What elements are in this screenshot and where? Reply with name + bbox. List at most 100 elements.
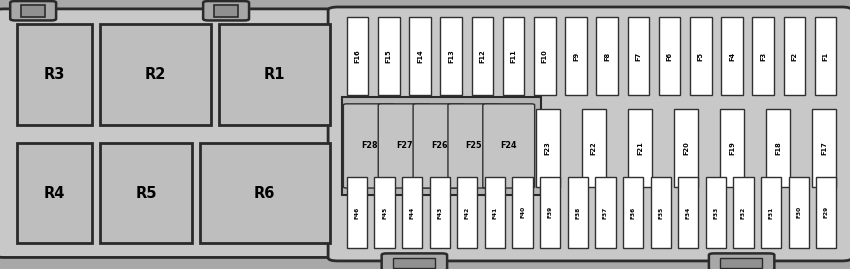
Bar	[484, 177, 505, 248]
Text: F5: F5	[698, 52, 704, 61]
Text: F6: F6	[666, 52, 672, 61]
Bar	[513, 177, 533, 248]
Text: F46: F46	[354, 206, 360, 218]
Text: R3: R3	[43, 67, 65, 82]
Text: F43: F43	[437, 206, 442, 218]
Text: F31: F31	[768, 206, 774, 218]
Text: F12: F12	[479, 49, 485, 63]
Bar	[627, 109, 652, 187]
Bar	[673, 109, 698, 187]
Text: F29: F29	[824, 206, 829, 218]
Bar	[678, 177, 699, 248]
Bar	[402, 177, 422, 248]
Text: F30: F30	[796, 206, 802, 218]
Bar	[17, 143, 92, 243]
Text: F11: F11	[511, 49, 517, 63]
Text: F14: F14	[417, 49, 423, 63]
Text: F34: F34	[686, 206, 691, 218]
Bar	[659, 17, 680, 95]
Text: F39: F39	[547, 206, 552, 218]
Bar	[789, 177, 809, 248]
FancyBboxPatch shape	[378, 104, 430, 188]
Text: F28: F28	[361, 141, 377, 150]
FancyBboxPatch shape	[382, 253, 447, 269]
Bar	[721, 17, 743, 95]
Bar	[650, 177, 671, 248]
Bar	[720, 258, 762, 268]
Bar	[440, 17, 462, 95]
Text: F4: F4	[729, 52, 735, 61]
Bar	[347, 177, 367, 248]
Text: F8: F8	[604, 52, 610, 61]
Text: F2: F2	[791, 52, 797, 61]
Text: F44: F44	[410, 206, 415, 218]
Text: F36: F36	[631, 206, 636, 218]
Bar	[214, 5, 238, 17]
Text: R2: R2	[144, 67, 167, 82]
Text: F17: F17	[821, 141, 827, 155]
Text: F20: F20	[683, 141, 689, 155]
Text: F24: F24	[501, 141, 517, 150]
FancyBboxPatch shape	[328, 7, 850, 261]
Bar	[17, 24, 92, 125]
Bar	[409, 17, 431, 95]
Bar	[784, 17, 805, 95]
Bar	[21, 5, 45, 17]
Text: F33: F33	[713, 206, 718, 218]
Text: R5: R5	[135, 186, 157, 200]
Bar	[734, 177, 754, 248]
FancyBboxPatch shape	[203, 1, 249, 20]
Bar	[536, 109, 560, 187]
Bar	[766, 109, 790, 187]
Bar	[534, 17, 556, 95]
Bar	[706, 177, 726, 248]
Bar	[812, 109, 836, 187]
FancyBboxPatch shape	[709, 253, 774, 269]
FancyBboxPatch shape	[413, 104, 465, 188]
Bar	[347, 17, 368, 95]
Bar	[393, 258, 435, 268]
Text: F37: F37	[603, 206, 608, 218]
Text: F22: F22	[591, 141, 597, 155]
Text: F42: F42	[465, 206, 470, 218]
Text: F45: F45	[382, 206, 387, 218]
Text: F25: F25	[466, 141, 482, 150]
Text: F35: F35	[658, 206, 663, 218]
Text: F9: F9	[573, 52, 579, 61]
Bar	[503, 17, 524, 95]
FancyBboxPatch shape	[343, 104, 395, 188]
Text: F10: F10	[541, 49, 547, 63]
Bar	[597, 17, 618, 95]
Text: R6: R6	[254, 186, 275, 200]
Text: F7: F7	[636, 52, 642, 61]
Text: F41: F41	[492, 206, 497, 218]
FancyBboxPatch shape	[329, 10, 364, 121]
Text: F26: F26	[431, 141, 447, 150]
Bar	[374, 177, 394, 248]
Text: F19: F19	[729, 141, 735, 155]
Bar	[100, 143, 192, 243]
Text: F1: F1	[823, 52, 829, 61]
Bar	[457, 177, 478, 248]
Bar	[378, 17, 400, 95]
FancyBboxPatch shape	[0, 9, 350, 257]
Bar	[761, 177, 781, 248]
FancyBboxPatch shape	[483, 104, 535, 188]
Bar	[100, 24, 211, 125]
FancyBboxPatch shape	[448, 104, 500, 188]
Bar	[200, 143, 330, 243]
Bar	[342, 97, 541, 195]
Text: F27: F27	[396, 141, 412, 150]
Text: F3: F3	[760, 52, 766, 61]
Text: F32: F32	[741, 206, 746, 218]
Text: F15: F15	[386, 50, 392, 63]
Bar	[627, 17, 649, 95]
Bar	[581, 109, 606, 187]
Text: F38: F38	[575, 206, 581, 218]
Bar	[219, 24, 330, 125]
Bar	[595, 177, 615, 248]
Text: R4: R4	[43, 186, 65, 200]
Bar	[720, 109, 745, 187]
Text: F21: F21	[637, 141, 643, 155]
FancyBboxPatch shape	[10, 1, 56, 20]
